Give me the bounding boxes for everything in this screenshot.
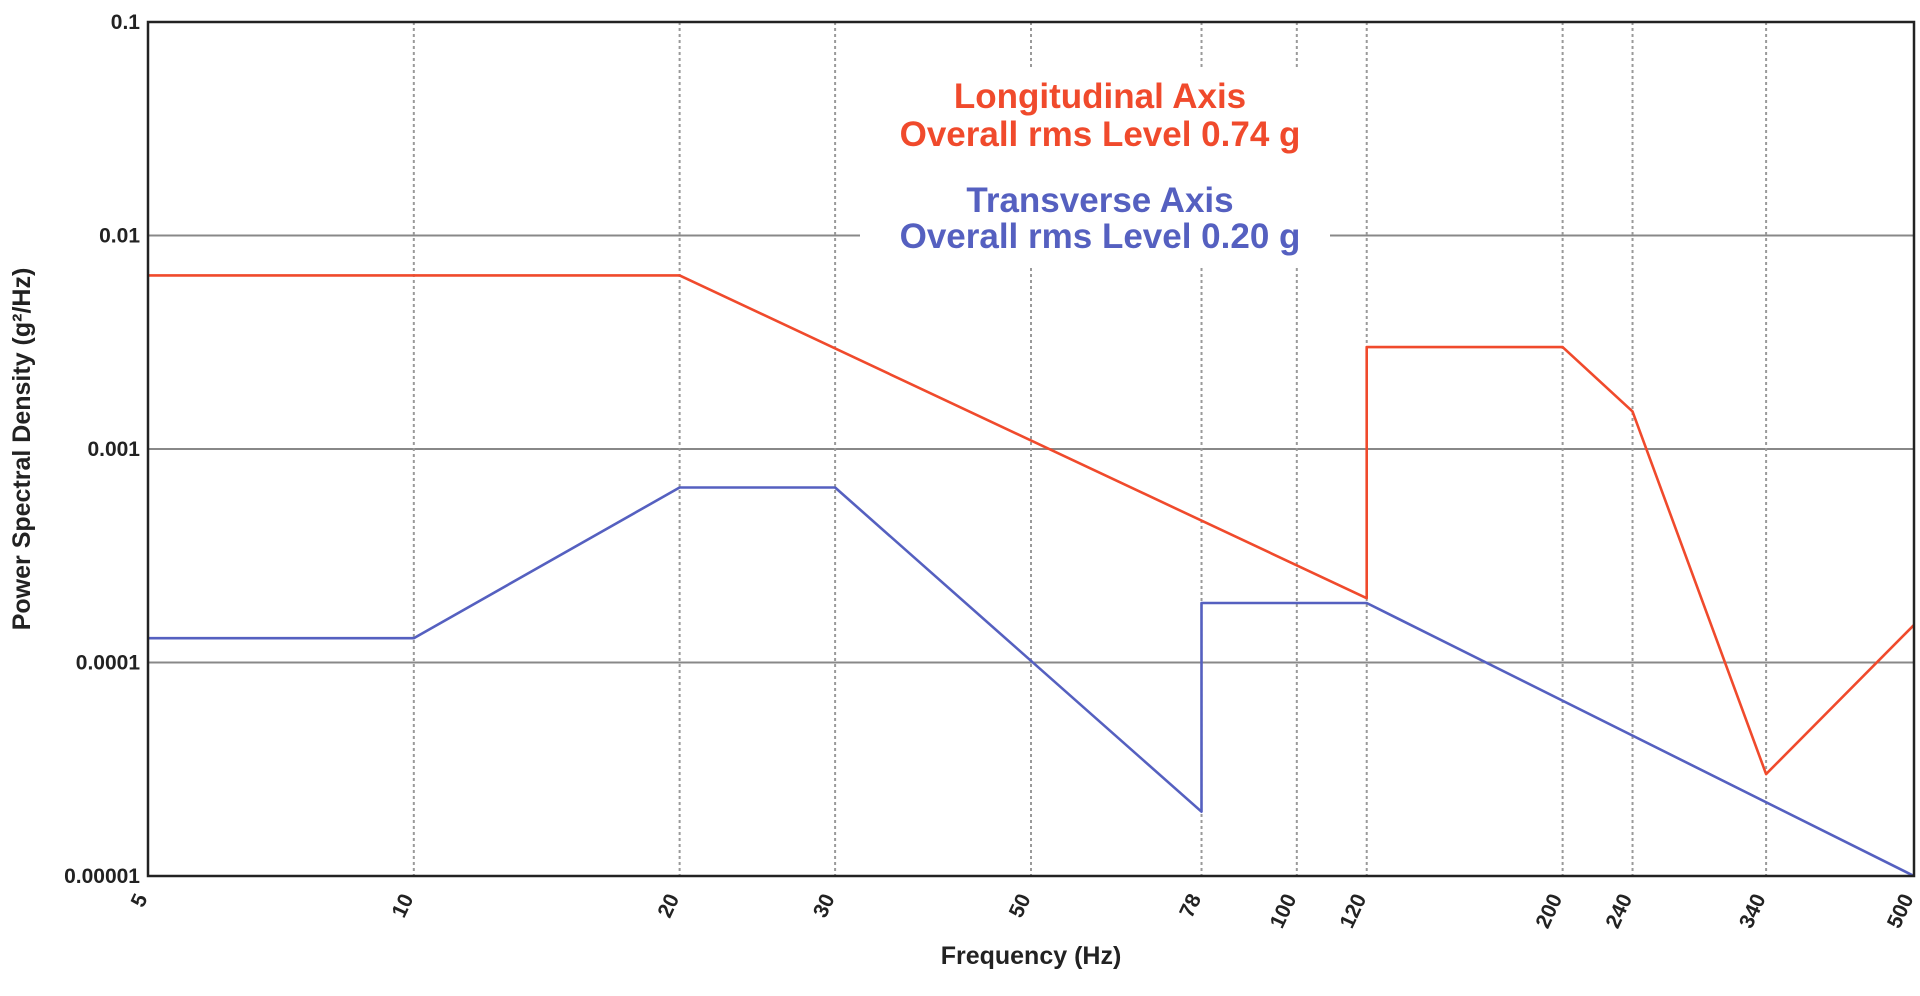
x-tick-label: 50 <box>1005 890 1036 921</box>
y-tick-label: 0.01 <box>99 225 140 248</box>
x-tick-label: 30 <box>809 890 840 921</box>
x-axis-title: Frequency (Hz) <box>941 942 1122 970</box>
longitudinal-annotation-line2: Overall rms Level 0.74 g <box>900 115 1301 154</box>
y-tick-label: 0.1 <box>111 11 141 34</box>
y-tick-label: 0.001 <box>87 438 140 461</box>
x-tick-label: 10 <box>388 890 419 921</box>
x-tick-labels: 5 10 20 30 50 78 100 120 200 240 340 500 <box>127 890 1919 932</box>
y-tick-label: 0.00001 <box>64 865 140 888</box>
x-tick-label: 120 <box>1336 890 1372 931</box>
x-tick-label: 500 <box>1883 890 1919 931</box>
x-tick-label: 340 <box>1735 890 1771 931</box>
x-tick-label: 100 <box>1266 890 1302 931</box>
x-tick-label: 240 <box>1601 890 1637 931</box>
x-tick-label: 20 <box>653 890 684 921</box>
x-tick-label: 78 <box>1175 890 1206 921</box>
transverse-annotation-line1: Transverse Axis <box>966 181 1233 220</box>
y-tick-label: 0.0001 <box>76 652 141 675</box>
x-tick-label: 5 <box>127 890 153 911</box>
x-tick-label: 200 <box>1531 890 1567 931</box>
y-tick-labels: 0.1 0.01 0.001 0.0001 0.00001 <box>64 11 140 888</box>
transverse-annotation-line2: Overall rms Level 0.20 g <box>900 217 1301 256</box>
annotation-layer: Longitudinal Axis Overall rms Level 0.74… <box>860 70 1330 265</box>
y-axis-title: Power Spectral Density (g²/Hz) <box>8 268 36 631</box>
longitudinal-annotation-line1: Longitudinal Axis <box>954 77 1246 116</box>
